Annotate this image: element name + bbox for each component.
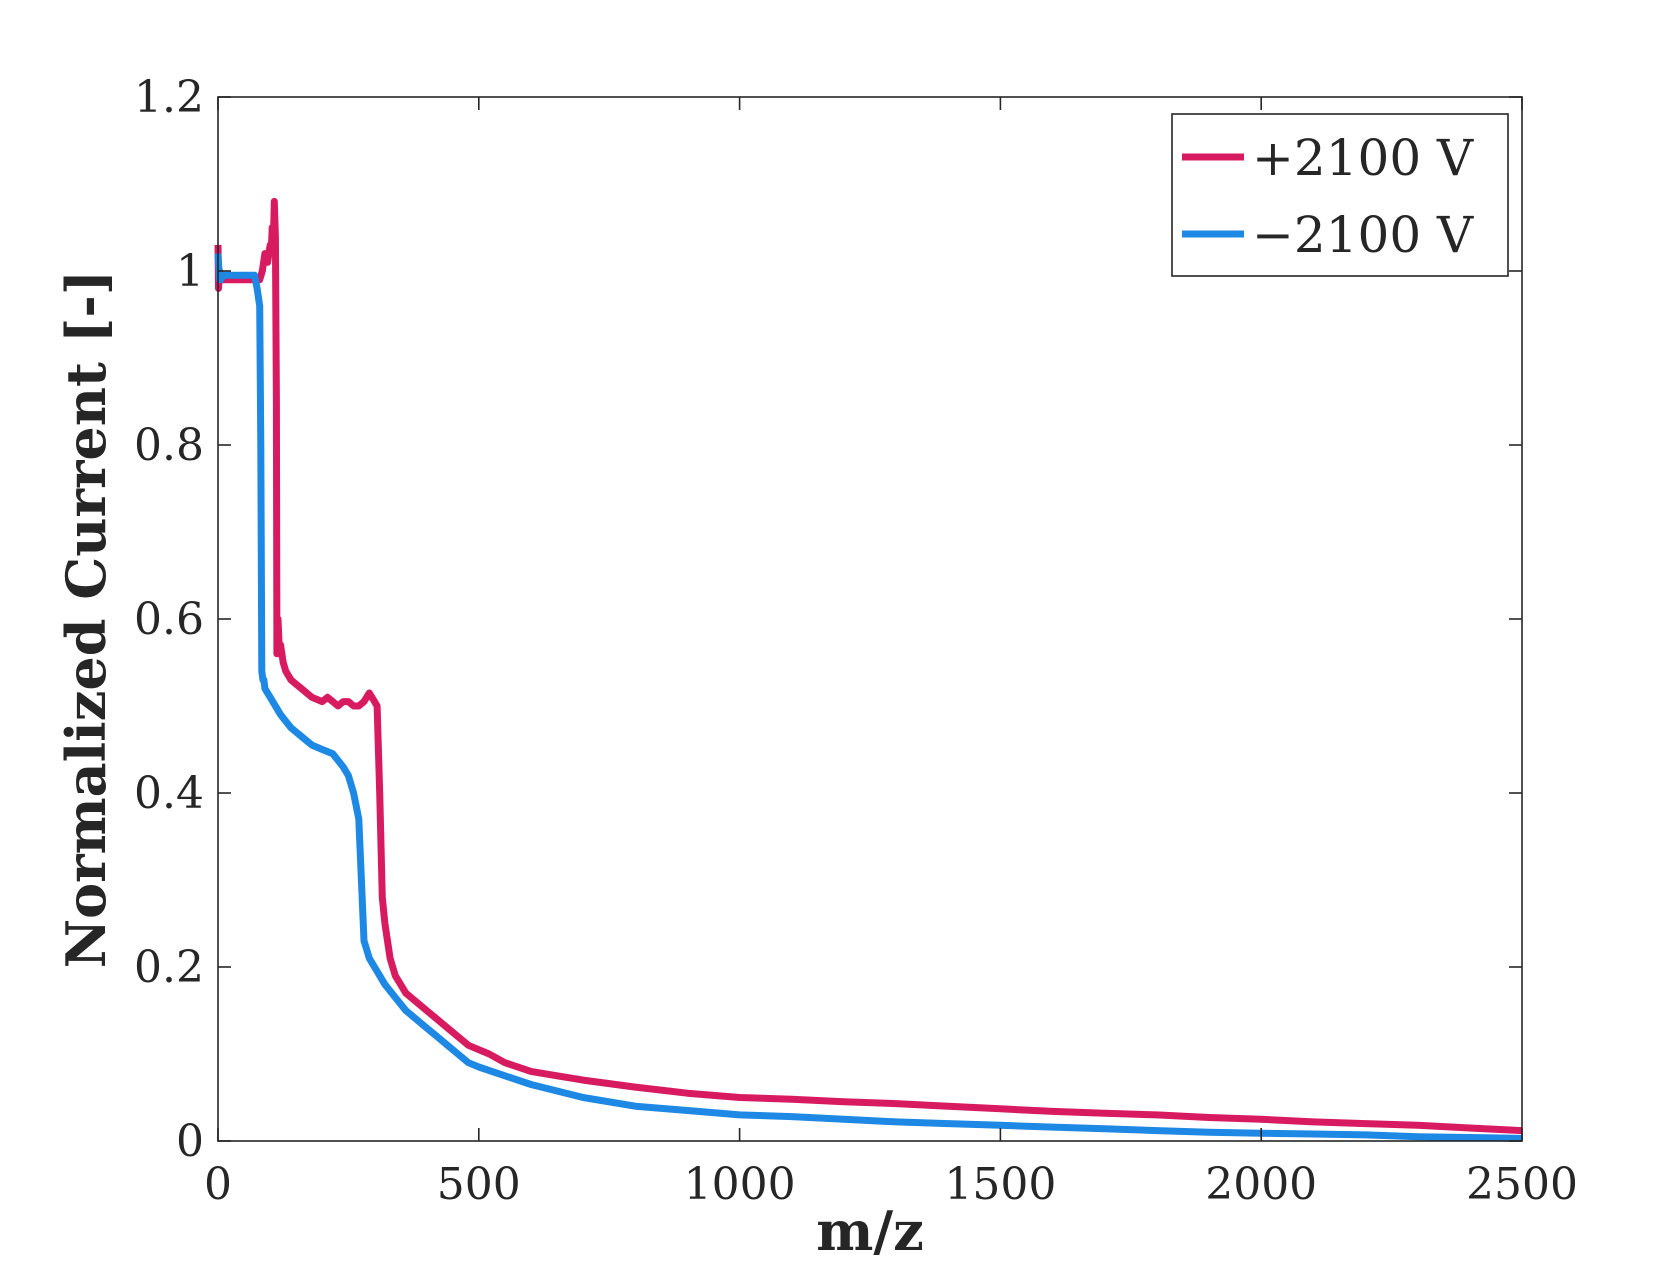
- x-tick-label: 500: [437, 1159, 521, 1210]
- y-tick-label: 1.2: [134, 72, 204, 123]
- series-line-plus-2100: [214, 197, 1523, 1135]
- y-tick-label: 0.8: [134, 420, 204, 471]
- x-tick-label: 2500: [1466, 1159, 1578, 1210]
- y-tick-label: 0.2: [134, 942, 204, 993]
- series-layer: [214, 197, 1523, 1142]
- y-tick-label: 0: [176, 1116, 204, 1167]
- series-line-minus-2100: [214, 253, 1523, 1142]
- legend: +2100 V −2100 V: [1171, 113, 1509, 277]
- legend-box: [1171, 113, 1509, 277]
- legend-label-plus-2100: +2100 V: [1252, 129, 1474, 187]
- x-tick-label: 1000: [684, 1159, 796, 1210]
- x-tick-label: 0: [204, 1159, 232, 1210]
- y-tick-label: 1: [176, 246, 204, 297]
- legend-label-minus-2100: −2100 V: [1252, 206, 1474, 264]
- x-axis-title: m/z: [816, 1199, 924, 1263]
- y-tick-label: 0.6: [134, 594, 204, 645]
- x-tick-label: 2000: [1205, 1159, 1317, 1210]
- y-tick-label: 0.4: [134, 768, 204, 819]
- y-axis-title: Normalized Current [-]: [54, 270, 118, 969]
- ticks-layer: 0 500 1000 1500 2000 2500 0 0.2 0.4 0.6 0.8 1 1.2: [134, 72, 1578, 1210]
- x-tick-label: 1500: [944, 1159, 1056, 1210]
